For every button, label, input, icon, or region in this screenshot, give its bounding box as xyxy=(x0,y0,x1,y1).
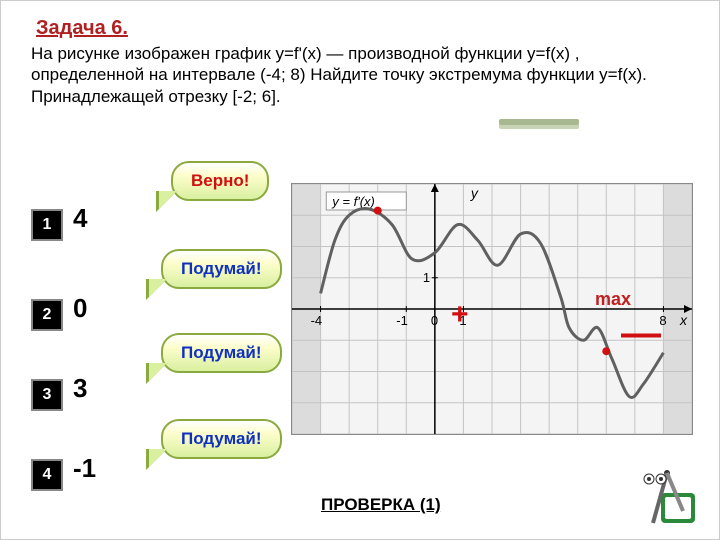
svg-text:y = f'(x): y = f'(x) xyxy=(331,194,375,209)
answer-button-1[interactable]: 1 xyxy=(31,209,63,241)
check-link[interactable]: ПРОВЕРКА (1) xyxy=(321,495,441,515)
feedback-bubble-3: Подумай! xyxy=(161,333,282,373)
feedback-bubble-2: Подумай! xyxy=(161,249,282,289)
minus-sign: — xyxy=(621,311,661,356)
max-label: max xyxy=(595,289,631,310)
divider xyxy=(499,119,579,125)
svg-text:-4: -4 xyxy=(311,313,323,328)
answer-value-1: 4 xyxy=(73,203,87,234)
answer-value-3: 3 xyxy=(73,373,87,404)
feedback-bubble-4: Подумай! xyxy=(161,419,282,459)
derivative-graph: -4-10181yxy = f'(x) xyxy=(291,183,693,435)
svg-text:0: 0 xyxy=(431,313,438,328)
feedback-bubble-1: Верно! xyxy=(171,161,269,201)
svg-text:y: y xyxy=(470,185,479,201)
task-title: Задача 6. xyxy=(36,17,128,40)
svg-text:x: x xyxy=(679,312,688,328)
answer-button-2[interactable]: 2 xyxy=(31,299,63,331)
answer-value-4: -1 xyxy=(73,453,96,484)
svg-text:1: 1 xyxy=(423,270,430,285)
compass-icon xyxy=(639,451,709,531)
problem-text: На рисунке изображен график y=f'(x) — пр… xyxy=(31,43,681,107)
plus-sign: + xyxy=(451,298,469,332)
svg-text:-1: -1 xyxy=(396,313,408,328)
answer-button-4[interactable]: 4 xyxy=(31,459,63,491)
answer-value-2: 0 xyxy=(73,293,87,324)
answer-button-3[interactable]: 3 xyxy=(31,379,63,411)
